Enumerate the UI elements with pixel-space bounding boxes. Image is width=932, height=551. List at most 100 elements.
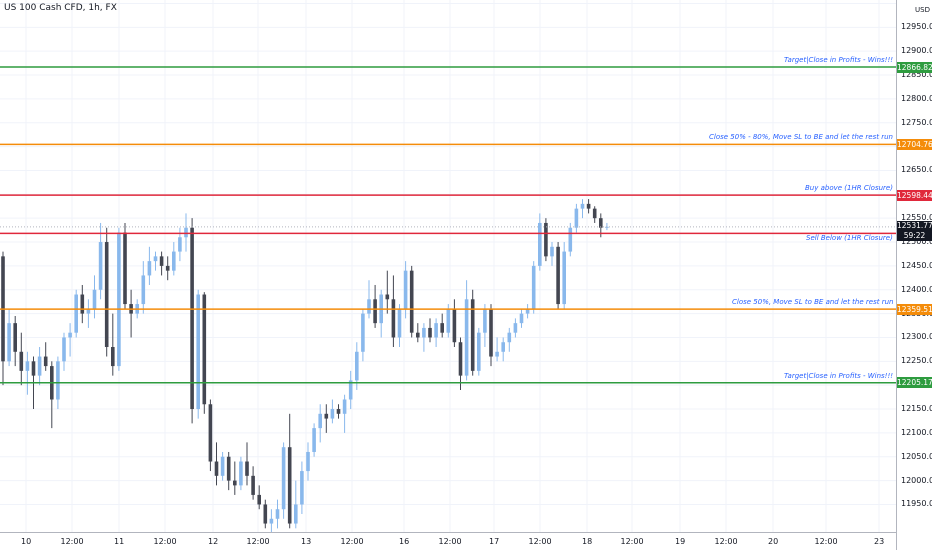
candle-body [68, 332, 72, 338]
horizontal-levels [0, 66, 896, 384]
candle-body [318, 413, 322, 429]
time-tick-label: 18 [582, 537, 593, 546]
candle-body [178, 237, 182, 252]
candle-body [153, 256, 158, 262]
candle-body [184, 227, 188, 238]
candle-body [257, 494, 261, 505]
time-axis[interactable] [0, 532, 896, 551]
level-note: Buy above (1HR Closure) [805, 184, 893, 193]
level-note: Close 50%, Move SL to BE and let the res… [732, 298, 894, 307]
candle-body [330, 409, 335, 419]
candle-body [348, 380, 353, 400]
candle-body [397, 308, 402, 338]
candle-body [568, 227, 573, 252]
chart-plot-area[interactable] [0, 0, 896, 532]
time-tick-label: 13 [301, 537, 312, 546]
candle-body [269, 518, 274, 524]
candle-body [440, 323, 444, 333]
candle-body [294, 504, 298, 524]
candle-body [409, 270, 414, 333]
price-tick-label: 12900.00 [901, 46, 932, 56]
candle-body [86, 308, 91, 314]
candle-body [550, 246, 554, 257]
candle-body [483, 308, 487, 333]
candle-body [580, 203, 585, 209]
level-price-tag: 12704.76 [897, 138, 932, 150]
candle-body [98, 242, 103, 290]
candle-body [446, 308, 451, 333]
time-tick-label: 12 [208, 537, 219, 546]
time-tick-label: 12:00 [153, 537, 177, 546]
time-tick-label: 23 [874, 537, 885, 546]
level-note: Target|Close in Profits - Wins!!! [784, 371, 894, 380]
candle-body [275, 509, 280, 519]
time-tick-label: 12:00 [246, 537, 270, 546]
candle-body [428, 327, 432, 338]
time-tick-label: 12:00 [528, 537, 552, 546]
candle-body [233, 480, 237, 486]
candle-body [141, 275, 146, 305]
candle-body [220, 456, 225, 476]
current-price-tag: 12531.77 59:22 [897, 221, 932, 242]
candle-body [306, 451, 310, 472]
chart-title[interactable]: US 100 Cash CFD, 1h, FX [4, 3, 117, 13]
time-tick-label: 12:00 [340, 537, 364, 546]
candle-body [43, 356, 48, 367]
candle-body [56, 361, 60, 400]
time-tick-label: 19 [675, 537, 686, 546]
candles [1, 199, 609, 532]
level-price-tag: 12205.17 [897, 377, 932, 389]
candle-body [92, 289, 97, 309]
currency-label: USD [915, 6, 930, 14]
grid-lines [0, 0, 896, 532]
candle-body [104, 242, 109, 348]
price-tick-label: 12150.00 [901, 404, 932, 414]
level-price-tag: 12359.51 [897, 303, 932, 315]
level-note: Sell Below (1HR Closure) [806, 234, 893, 243]
candle-body [586, 203, 591, 209]
candle-body [464, 299, 469, 376]
candle-body [391, 299, 396, 338]
price-tick-label: 12500.00 [901, 237, 932, 247]
candle-body [562, 251, 566, 305]
price-tick-label: 12250.00 [901, 356, 932, 366]
candle-body [19, 351, 24, 371]
candle-body [226, 456, 231, 481]
candle-body [287, 447, 292, 524]
candle-body [373, 299, 377, 324]
candle-body [470, 299, 475, 371]
time-tick-label: 10 [21, 537, 32, 546]
candle-body [263, 504, 268, 524]
candle-body [245, 461, 249, 476]
candle-body [190, 227, 194, 410]
candle-body [513, 323, 518, 333]
price-tick-label: 12050.00 [901, 451, 932, 461]
candle-body [281, 447, 286, 510]
candle-body [208, 404, 213, 462]
candle-body [111, 347, 115, 367]
candle-body [214, 461, 219, 476]
price-tick-label: 12100.00 [901, 427, 932, 437]
price-tick-label: 12400.00 [901, 284, 932, 294]
candle-body [324, 413, 329, 419]
time-tick-label: 17 [489, 537, 500, 546]
level-price-tag: 12598.44 [897, 189, 932, 201]
price-tick-label: 12650.00 [901, 165, 932, 175]
time-tick-label: 20 [768, 537, 779, 546]
price-tick-label: 11950.00 [901, 499, 932, 509]
candle-body [62, 337, 66, 362]
candle-body [239, 461, 243, 486]
candle-body [538, 222, 542, 266]
time-tick-label: 12:00 [438, 537, 462, 546]
time-tick-label: 16 [399, 537, 410, 546]
level-note: Target|Close in Profits - Wins!!! [784, 56, 894, 64]
candle-body [574, 208, 579, 228]
price-axis[interactable] [896, 0, 932, 550]
bar-countdown: 59:22 [903, 231, 926, 241]
time-tick-label: 12:00 [60, 537, 84, 546]
time-tick-label: 12:00 [814, 537, 838, 546]
candle-body [544, 222, 548, 257]
candle-body [519, 313, 524, 324]
candle-body [489, 308, 493, 357]
candle-body [403, 270, 408, 309]
